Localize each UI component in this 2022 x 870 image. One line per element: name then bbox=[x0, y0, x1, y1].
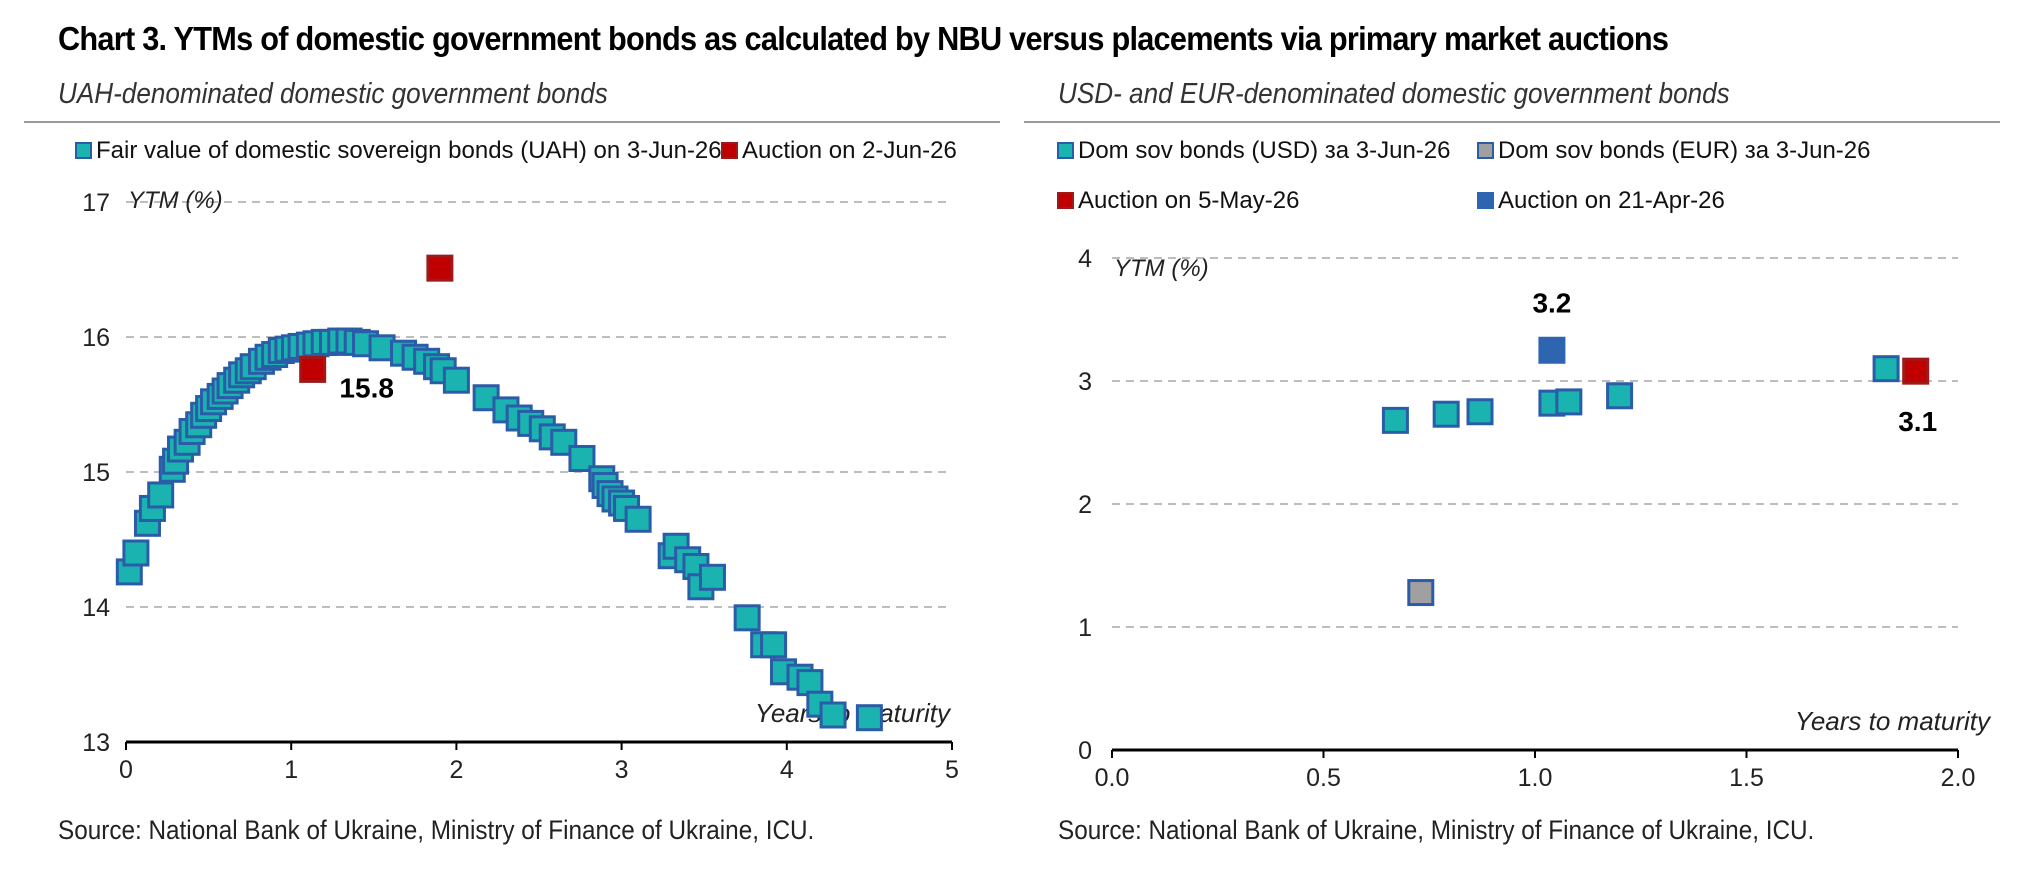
data-point bbox=[819, 701, 847, 729]
data-label: 3.2 bbox=[1532, 287, 1571, 318]
data-point bbox=[698, 563, 726, 591]
legend-label: Dom sov bonds (USD) за 3-Jun-26 bbox=[1078, 137, 1450, 164]
data-point bbox=[1606, 382, 1634, 410]
x-tick-label: 0.5 bbox=[1306, 764, 1341, 792]
data-point bbox=[1466, 398, 1494, 426]
data-point bbox=[442, 366, 470, 394]
left-source-note: Source: National Bank of Ukraine, Minist… bbox=[58, 815, 815, 845]
y-tick-label: 17 bbox=[82, 189, 110, 217]
data-point bbox=[855, 704, 883, 732]
x-tick-label: 3 bbox=[615, 756, 629, 784]
x-tick-label: 5 bbox=[945, 756, 959, 784]
data-point bbox=[122, 539, 150, 567]
chart-title: Chart 3. YTMs of domestic government bon… bbox=[58, 20, 1669, 57]
data-label: 15.8 bbox=[339, 372, 394, 403]
data-point bbox=[624, 505, 652, 533]
y-tick-label: 2 bbox=[1078, 491, 1092, 519]
legend-swatch bbox=[1057, 192, 1074, 209]
data-point bbox=[1555, 388, 1583, 416]
y-axis-title: YTM (%) bbox=[128, 187, 223, 214]
x-axis-title: Years to maturity bbox=[755, 698, 952, 728]
x-tick-label: 2.0 bbox=[1941, 764, 1976, 792]
legend-label: Auction on 21-Apr-26 bbox=[1498, 187, 1725, 214]
legend-swatch bbox=[75, 142, 92, 159]
data-point bbox=[147, 481, 175, 509]
data-label: 3.1 bbox=[1898, 406, 1937, 437]
right-header-rule bbox=[1024, 121, 2000, 123]
left-scatter-chart: 13 14 15 16 17 0 1 2 3 4 5 YTM (%) Years to maturity… bbox=[75, 137, 959, 784]
y-tick-label: 15 bbox=[82, 459, 110, 487]
y-tick-label: 14 bbox=[82, 594, 110, 622]
x-tick-label: 0 bbox=[119, 756, 133, 784]
x-tick-label: 0.0 bbox=[1095, 764, 1130, 792]
data-point bbox=[1902, 357, 1930, 385]
y-tick-label: 16 bbox=[82, 324, 110, 352]
data-point bbox=[299, 355, 327, 383]
y-tick-label: 4 bbox=[1078, 245, 1092, 273]
x-tick-label: 1.5 bbox=[1729, 764, 1764, 792]
legend-label: Fair value of domestic sovereign bonds (… bbox=[96, 137, 722, 164]
data-point bbox=[1407, 579, 1435, 607]
y-tick-label: 3 bbox=[1078, 368, 1092, 396]
data-point bbox=[426, 254, 454, 282]
legend-swatch bbox=[721, 142, 738, 159]
data-point bbox=[760, 631, 788, 659]
y-axis-title: YTM (%) bbox=[1114, 255, 1209, 282]
x-tick-label: 1 bbox=[284, 756, 298, 784]
data-point bbox=[1538, 336, 1566, 364]
legend-swatch bbox=[1477, 192, 1494, 209]
x-axis-title: Years to maturity bbox=[1795, 706, 1992, 736]
x-tick-label: 1.0 bbox=[1518, 764, 1553, 792]
legend-label: Dom sov bonds (EUR) за 3-Jun-26 bbox=[1498, 137, 1870, 164]
right-chart-subtitle: USD- and EUR-denominated domestic govern… bbox=[1058, 78, 1730, 110]
legend-label: Auction on 5-May-26 bbox=[1078, 187, 1299, 214]
y-tick-label: 0 bbox=[1078, 737, 1092, 765]
legend-swatch bbox=[1057, 142, 1074, 159]
legend-label: Auction on 2-Jun-26 bbox=[742, 137, 957, 164]
legend-swatch bbox=[1477, 142, 1494, 159]
left-chart-subtitle: UAH-denominated domestic government bond… bbox=[58, 78, 608, 110]
x-tick-label: 2 bbox=[449, 756, 463, 784]
data-point bbox=[733, 604, 761, 632]
right-source-note: Source: National Bank of Ukraine, Minist… bbox=[1058, 815, 1815, 845]
y-tick-label: 1 bbox=[1078, 614, 1092, 642]
data-point bbox=[1381, 406, 1409, 434]
x-tick-label: 4 bbox=[780, 756, 794, 784]
y-tick-label: 13 bbox=[82, 729, 110, 757]
right-scatter-chart: 0 1 2 3 4 0.0 0.5 1.0 1.5 2.0 YTM (%) Years to matu… bbox=[1057, 137, 1992, 792]
left-header-rule bbox=[24, 121, 1000, 123]
data-point bbox=[1432, 400, 1460, 428]
data-point bbox=[1872, 355, 1900, 383]
